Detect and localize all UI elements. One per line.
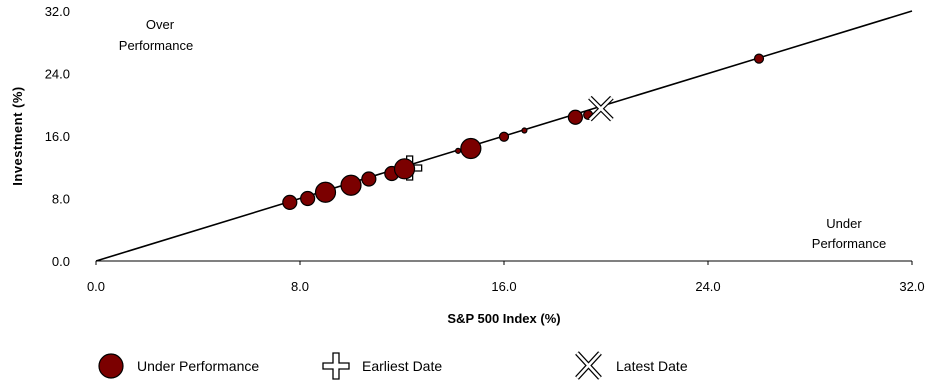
x-tick-label: 8.0 [291,279,309,294]
under-performance-point [460,137,482,160]
x-tick-label: 32.0 [899,279,924,294]
under-performance-point [455,147,462,154]
y-tick-label: 0.0 [52,254,70,269]
under-performance-point [567,109,584,125]
axes [95,260,913,265]
y-tick-label: 24.0 [45,67,70,82]
under-performance-point [361,171,377,187]
under-performance-line2: Performance [812,236,886,251]
legend-label-earliest-date: Earliest Date [362,358,442,374]
performance-annotations: Over Performance Under Performance [119,17,886,251]
under-performance-point [314,181,337,203]
legend: Under Performance Earliest Date Latest D… [98,351,688,380]
under-performance-point [393,158,416,180]
under-performance-point [753,53,765,64]
under-performance-point [300,190,316,207]
legend-item-earliest-date: Earliest Date [322,352,442,380]
x-tick-label: 24.0 [695,279,720,294]
earliest-date-legend-marker [322,352,350,380]
legend-item-under-performance: Under Performance [98,353,259,379]
data-points [282,53,765,211]
latest-date-legend-marker [575,351,602,380]
under-performance-legend-marker [98,353,124,379]
y-axis-label: Investment (%) [10,86,25,185]
legend-item-latest-date: Latest Date [575,351,688,380]
y-tick-label: 16.0 [45,129,70,144]
over-performance-line2: Performance [119,38,193,53]
under-performance-point [282,194,298,211]
y-tick-label: 32.0 [45,4,70,19]
legend-label-latest-date: Latest Date [616,358,688,374]
latest-date-marker [588,95,614,122]
x-tick-label: 0.0 [87,279,105,294]
y-tick-label: 8.0 [52,192,70,207]
x-tick-labels: 0.0 8.0 16.0 24.0 32.0 [87,279,925,294]
tick-marks [95,261,913,265]
under-performance-point [498,131,510,142]
under-performance-point [521,127,528,134]
under-performance-line1: Under [826,216,862,231]
x-tick-label: 16.0 [491,279,516,294]
over-performance-line1: Over [146,17,175,32]
y-tick-labels: 0.0 8.0 16.0 24.0 32.0 [45,4,70,269]
x-axis-label: S&P 500 Index (%) [447,311,560,326]
under-performance-point [340,174,362,196]
legend-label-under-performance: Under Performance [137,358,259,374]
